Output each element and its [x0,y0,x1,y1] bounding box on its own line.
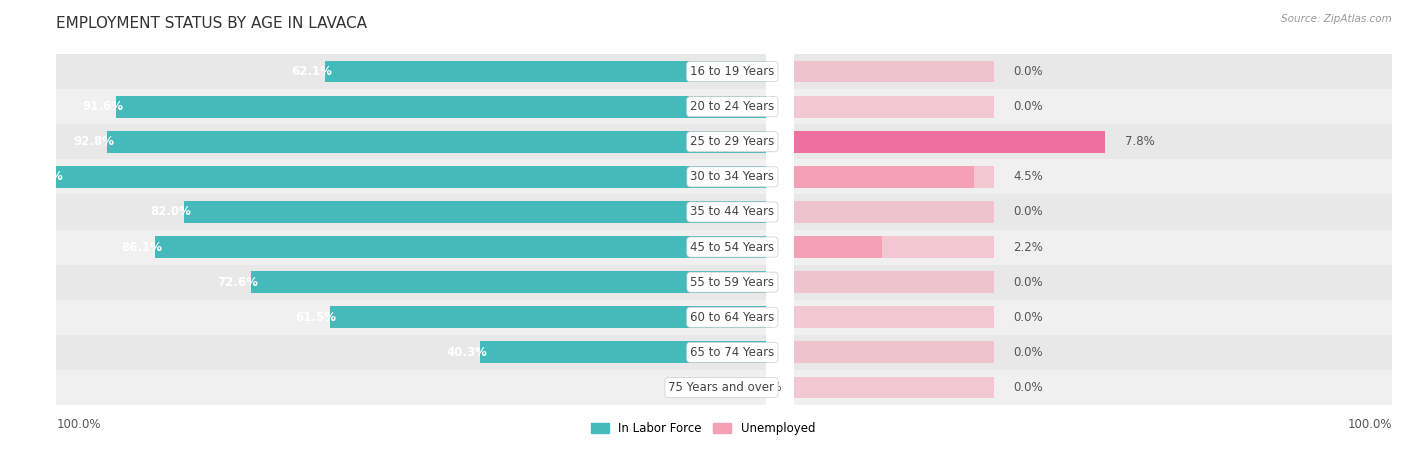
Bar [56,159,766,194]
Legend: In Labor Force, Unemployed: In Labor Force, Unemployed [586,417,820,440]
Text: 20 to 24 Years: 20 to 24 Years [690,100,775,113]
Bar [184,201,766,223]
Text: 0.0%: 0.0% [1014,381,1043,394]
Bar [794,236,994,258]
Text: 62.1%: 62.1% [291,65,332,78]
Text: 4.5%: 4.5% [1014,171,1043,183]
Text: 0.0%: 0.0% [752,381,782,394]
Bar [794,271,994,293]
Text: 61.5%: 61.5% [295,311,336,324]
Bar [329,306,766,328]
Text: 100.0%: 100.0% [56,418,101,432]
Text: 0.0%: 0.0% [1014,65,1043,78]
Text: 7.8%: 7.8% [1125,135,1154,148]
Text: 60 to 64 Years: 60 to 64 Years [690,311,775,324]
Bar [56,124,766,159]
Bar [794,159,1406,194]
Text: 0.0%: 0.0% [1014,100,1043,113]
Text: 0.0%: 0.0% [1014,311,1043,324]
Bar [794,300,1406,335]
Bar [56,194,766,230]
Text: 0.0%: 0.0% [1014,276,1043,288]
Bar [794,342,994,363]
Bar [794,370,1406,405]
Text: 75 Years and over: 75 Years and over [668,381,775,394]
Bar [107,131,766,153]
Text: Source: ZipAtlas.com: Source: ZipAtlas.com [1281,14,1392,23]
Bar [56,370,766,405]
Text: 100.0%: 100.0% [14,171,63,183]
Bar [794,124,1406,159]
Bar [56,300,766,335]
Text: 30 to 34 Years: 30 to 34 Years [690,171,775,183]
Text: 2.2%: 2.2% [1014,241,1043,253]
Bar [56,54,766,89]
Text: 25 to 29 Years: 25 to 29 Years [690,135,775,148]
Text: 100.0%: 100.0% [1347,418,1392,432]
Text: 0.0%: 0.0% [1014,346,1043,359]
Text: 35 to 44 Years: 35 to 44 Years [690,206,775,218]
Bar [794,96,994,117]
Bar [794,131,994,153]
Bar [794,265,1406,300]
Text: 91.6%: 91.6% [82,100,122,113]
Bar [56,89,766,124]
Bar [56,335,766,370]
Text: 92.8%: 92.8% [73,135,114,148]
Bar [250,271,766,293]
Bar [155,236,766,258]
Bar [794,194,1406,230]
Bar [794,201,994,223]
Bar [794,54,1406,89]
Bar [794,230,1406,265]
Text: 40.3%: 40.3% [446,346,488,359]
Bar [794,166,994,188]
Text: 86.1%: 86.1% [121,241,162,253]
Text: 72.6%: 72.6% [217,276,257,288]
Bar [56,230,766,265]
Bar [794,335,1406,370]
Bar [794,89,1406,124]
Text: 82.0%: 82.0% [150,206,191,218]
Bar [115,96,766,117]
Bar [479,342,766,363]
Bar [794,236,882,258]
Bar [794,306,994,328]
Text: 65 to 74 Years: 65 to 74 Years [690,346,775,359]
Text: EMPLOYMENT STATUS BY AGE IN LAVACA: EMPLOYMENT STATUS BY AGE IN LAVACA [56,17,367,32]
Text: 16 to 19 Years: 16 to 19 Years [690,65,775,78]
Text: 55 to 59 Years: 55 to 59 Years [690,276,775,288]
Bar [325,61,766,82]
Bar [794,61,994,82]
Bar [794,377,994,398]
Text: 0.0%: 0.0% [1014,206,1043,218]
Text: 45 to 54 Years: 45 to 54 Years [690,241,775,253]
Bar [56,265,766,300]
Bar [794,166,974,188]
Bar [56,166,766,188]
Bar [794,131,1105,153]
